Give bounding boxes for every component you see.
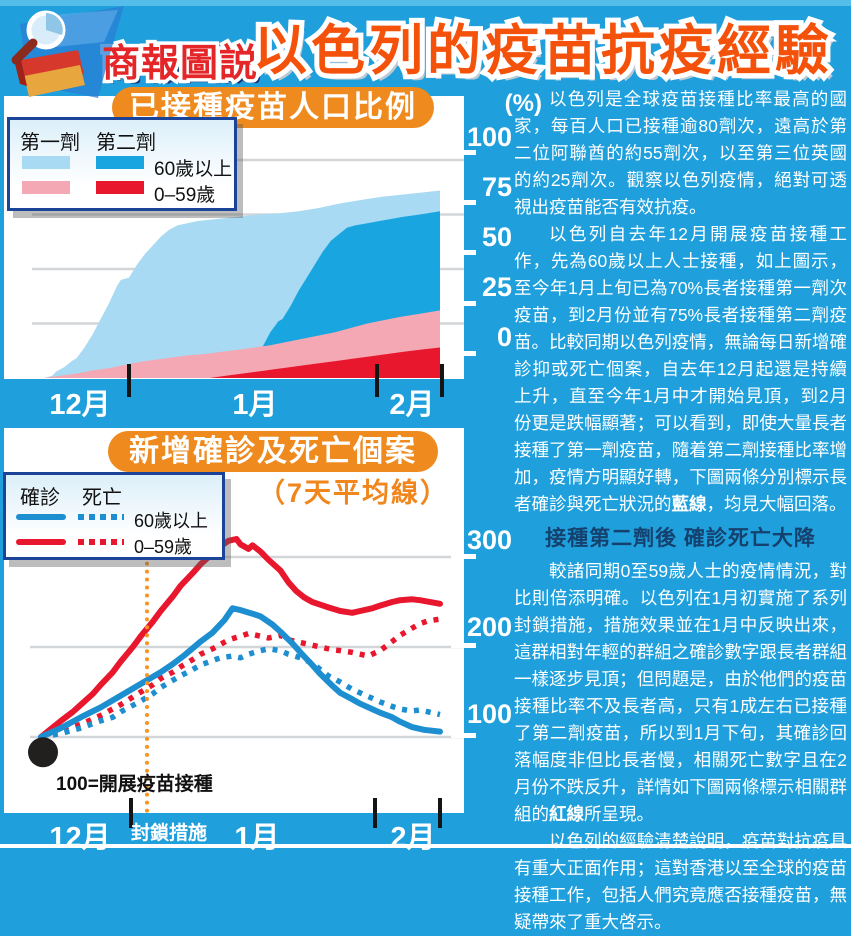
chart1-xlabel-dec: 12月 <box>49 389 111 421</box>
paragraph-2-tail: ，均見大幅回落。 <box>706 494 847 514</box>
chart2-axis-tick <box>451 733 476 738</box>
legend2-col-cases: 確診 <box>20 487 60 509</box>
swatch-deaths-60plus <box>78 514 124 520</box>
chart1-ytick-100: 100 <box>466 122 512 152</box>
chart2-xlabel-jan: 1月 <box>234 822 280 854</box>
chart1-tick-jan <box>127 364 131 397</box>
chart2-xlabel-dec: 12月 <box>49 822 111 854</box>
paragraph-3: 較諸同期0至59歲人士的疫情情況，對比則倍添明確。以色列在1月初實施了系列封鎖措… <box>514 558 847 828</box>
legend2-col-deaths: 死亡 <box>82 487 122 509</box>
chart1-xlabel-jan: 1月 <box>232 389 278 421</box>
chart2-ytick-300: 300 <box>466 525 512 555</box>
swatch-first-60plus <box>22 156 70 169</box>
chart2-title: 新增確診及死亡個案 <box>108 431 438 472</box>
legend2-row-0-59: 0–59歲 <box>134 537 193 557</box>
chart1-title: 已接種疫苗人口比例 <box>112 87 434 128</box>
chart2-tick-feb <box>373 798 377 828</box>
chart2-xlabel-feb: 2月 <box>390 822 436 854</box>
lockdown-label: 封鎖措施 <box>131 823 208 844</box>
swatch-deaths-0-59 <box>78 539 124 545</box>
chart2-ytick-200: 200 <box>466 612 512 642</box>
section-subhead: 接種第二劑後 確診死亡大降 <box>545 527 816 550</box>
logo-title: 商報圖説 <box>102 32 258 87</box>
swatch-first-0-59 <box>22 181 70 194</box>
chart1-axis-tick <box>451 250 476 255</box>
red-line-emphasis: 紅線 <box>549 804 584 824</box>
chart2-legend: 確診 死亡 60歲以上 0–59歲 <box>3 472 225 560</box>
blue-line-emphasis: 藍線 <box>671 494 707 514</box>
chart1-ytick-75: 75 <box>481 172 512 202</box>
paragraph-2: 以色列自去年12月開展疫苗接種工作，先為60歲以上人士接種，如上圖示，至今年1月… <box>514 221 847 518</box>
logo-icon <box>11 6 124 98</box>
chart1-legend: 第一劑 第二劑 60歲以上 0–59歲 <box>7 117 237 211</box>
chart1-tick-feb <box>375 364 379 397</box>
chart1-ytick-50: 50 <box>481 222 512 252</box>
legend2-row-60plus: 60歲以上 <box>134 511 209 531</box>
swatch-cases-60plus <box>16 514 66 520</box>
chart1-tick-end <box>440 364 444 397</box>
chart2-axis-tick <box>451 554 476 559</box>
top-highlight-strip <box>0 0 851 6</box>
baseline-note: 100=開展疫苗接種 <box>56 774 213 795</box>
chart1-axis-tick <box>451 200 476 205</box>
chart1-ytick-0: 0 <box>496 322 512 352</box>
logo: 商報圖説 <box>6 2 258 102</box>
legend1-col-second-dose: 第二劑 <box>96 132 156 154</box>
legend1-row-60plus: 60歲以上 <box>154 159 233 180</box>
chart1-axis-tick <box>451 150 476 155</box>
chart2-tick-jan <box>129 798 133 828</box>
paragraph-1: 以色列是全球疫苗接種比率最高的國家，每百人口已接種逾80劑次，遠高於第二位阿聯酋… <box>514 86 847 221</box>
chart2-axis-tick <box>451 643 476 648</box>
chart1-axis-tick <box>451 301 476 306</box>
chart2-subtitle: （7天平均線） <box>258 478 450 508</box>
paragraph-3-tail: 所呈現。 <box>584 804 654 824</box>
legend1-col-first-dose: 第一劑 <box>20 132 80 154</box>
chart1-ytick-25: 25 <box>481 272 512 302</box>
chart2-tick-end <box>438 798 442 828</box>
chart1-unit-label: (%) <box>504 90 542 117</box>
paragraph-3-text: 較諸同期0至59歲人士的疫情情況，對比則倍添明確。以色列在1月初實施了系列封鎖措… <box>514 561 847 824</box>
legend1-row-0-59: 0–59歲 <box>154 185 216 206</box>
page-title: 以色列的疫苗抗疫經驗 <box>253 6 851 85</box>
chart2-ytick-100: 100 <box>466 699 512 729</box>
swatch-second-0-59 <box>96 181 144 194</box>
swatch-second-60plus <box>96 156 144 169</box>
article-column: 以色列是全球疫苗接種比率最高的國家，每百人口已接種逾80劑次，遠高於第二位阿聯酋… <box>514 86 847 936</box>
paragraph-2-text: 以色列自去年12月開展疫苗接種工作，先為60歲以上人士接種，如上圖示，至今年1月… <box>514 224 847 514</box>
swatch-cases-0-59 <box>16 539 66 545</box>
bottom-divider <box>0 844 851 848</box>
chart1-axis-tick <box>451 351 476 356</box>
chart1-xlabel-feb: 2月 <box>389 389 435 421</box>
paragraph-1-text: 以色列是全球疫苗接種比率最高的國家，每百人口已接種逾80劑次，遠高於第二位阿聯酋… <box>514 89 847 217</box>
